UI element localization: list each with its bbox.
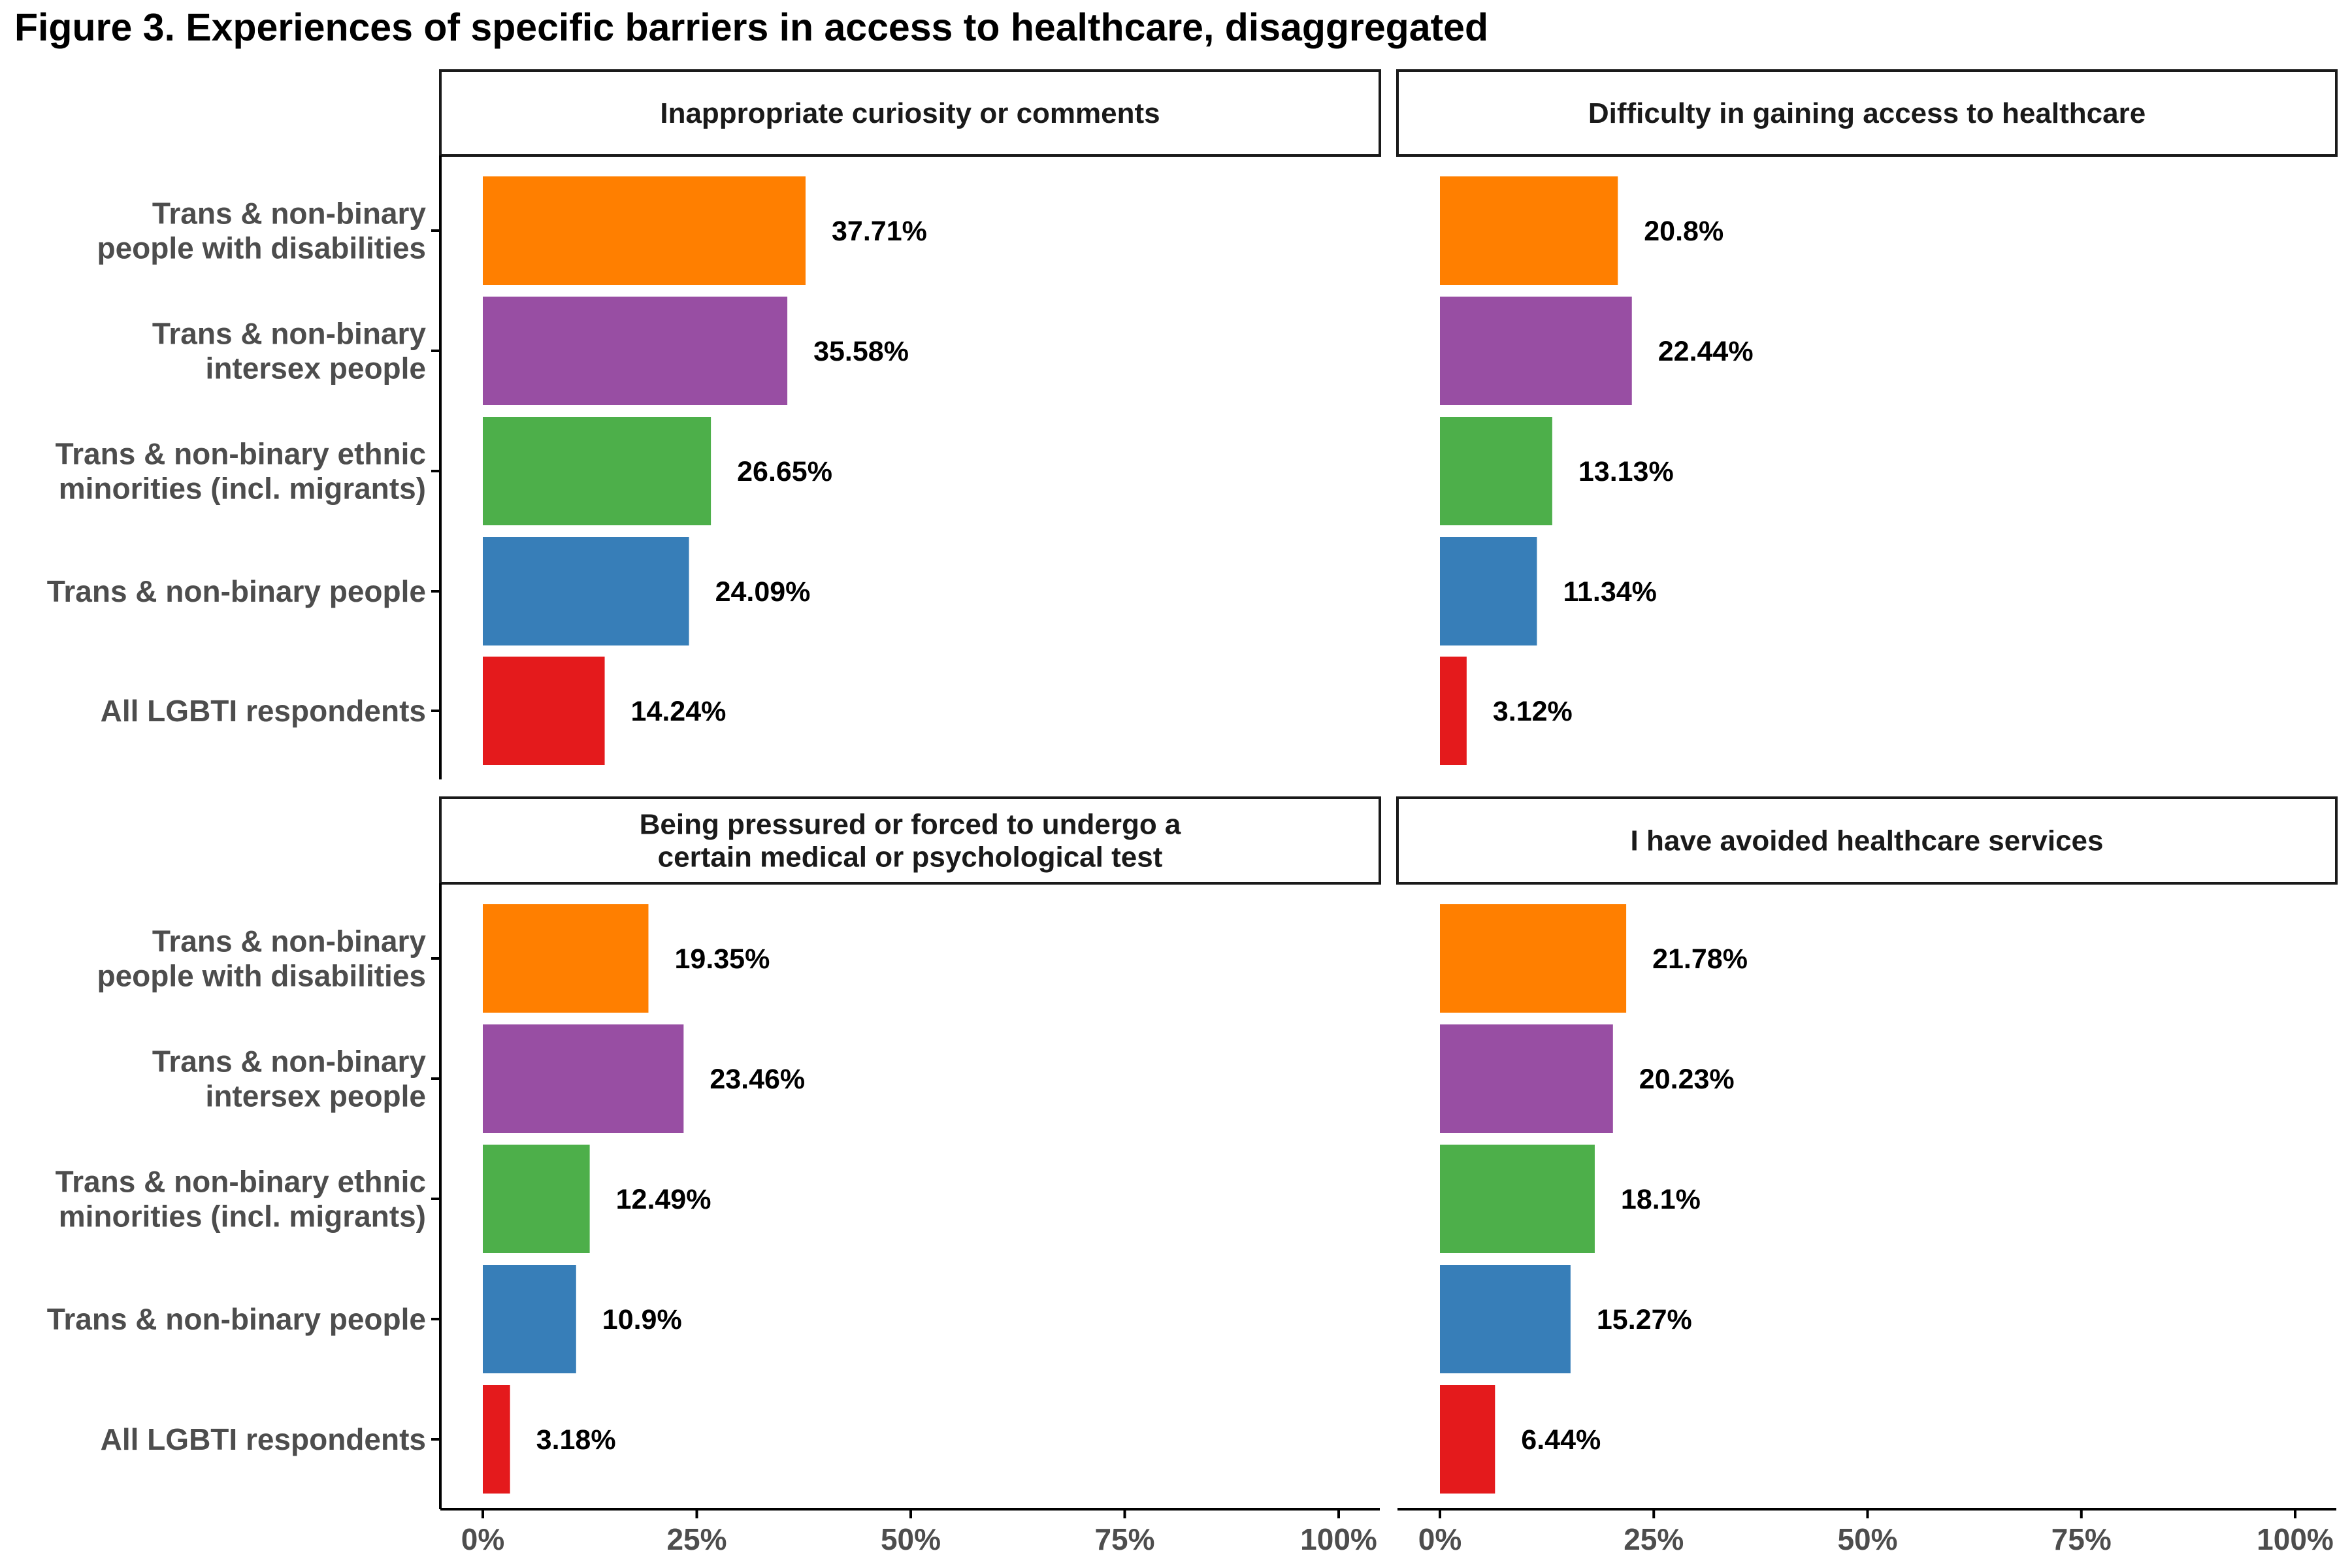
facet-strip — [1396, 69, 2338, 157]
bar — [1440, 1024, 1613, 1133]
bar — [483, 1265, 576, 1373]
bar — [483, 904, 649, 1013]
bar — [483, 176, 806, 285]
value-label: 3.18% — [536, 1424, 616, 1456]
value-label: 22.44% — [1658, 336, 1754, 367]
bar — [483, 297, 788, 405]
x-tick-label: 100% — [2257, 1522, 2334, 1556]
value-label: 26.65% — [737, 456, 832, 487]
bar — [1440, 297, 1632, 405]
x-tick-label: 25% — [666, 1522, 727, 1556]
facet-strip — [439, 796, 1381, 885]
x-tick-label: 50% — [1837, 1522, 1897, 1556]
x-tick-label: 75% — [1094, 1522, 1154, 1556]
bar — [1440, 417, 1552, 525]
value-label: 35.58% — [813, 336, 909, 367]
category-label: Trans & non-binary people — [47, 1302, 426, 1336]
bar — [483, 417, 711, 525]
bar — [483, 537, 689, 645]
x-tick-label: 0% — [461, 1522, 504, 1556]
figure-title: Figure 3. Experiences of specific barrie… — [14, 6, 1489, 49]
bar — [1440, 904, 1627, 1013]
x-tick-label: 25% — [1624, 1522, 1684, 1556]
value-label: 37.71% — [832, 216, 927, 247]
bar — [483, 1024, 684, 1133]
value-label: 20.8% — [1644, 216, 1723, 247]
bar — [1440, 1145, 1595, 1253]
facet-title: I have avoided healthcare services — [1631, 825, 2104, 857]
value-label: 11.34% — [1563, 576, 1656, 608]
category-label: Trans & non-binary intersex people — [152, 317, 427, 385]
value-label: 13.13% — [1578, 456, 1674, 487]
category-label: Trans & non-binary intersex people — [152, 1045, 427, 1113]
bar — [1440, 1385, 1495, 1494]
value-label: 23.46% — [710, 1064, 805, 1095]
facet-title: Being pressured or forced to undergo a ce… — [640, 809, 1181, 874]
facet-strip — [439, 69, 1381, 157]
category-label: All LGBTI respondents — [101, 1422, 426, 1456]
category-label: Trans & non-binary ethnic minorities (inc… — [56, 437, 426, 506]
x-tick-label: 75% — [2051, 1522, 2112, 1556]
category-label: Trans & non-binary people — [47, 574, 426, 608]
value-label: 10.9% — [602, 1304, 682, 1335]
value-label: 6.44% — [1521, 1424, 1601, 1456]
category-label: Trans & non-binary people with disabiliti… — [97, 924, 426, 993]
bar — [1440, 176, 1618, 285]
category-label: Trans & non-binary people with disabiliti… — [97, 197, 426, 265]
bar — [483, 657, 605, 765]
value-label: 12.49% — [616, 1184, 711, 1215]
bar — [483, 1385, 510, 1494]
value-label: 21.78% — [1652, 943, 1748, 975]
value-label: 15.27% — [1597, 1304, 1692, 1335]
bar — [1440, 657, 1467, 765]
bar — [1440, 537, 1537, 645]
value-label: 14.24% — [631, 696, 727, 727]
bar — [483, 1145, 590, 1253]
category-label: All LGBTI respondents — [101, 694, 426, 728]
value-label: 18.1% — [1621, 1184, 1701, 1215]
facet-strip — [1396, 796, 2338, 885]
x-tick-label: 100% — [1300, 1522, 1377, 1556]
facet-title: Difficulty in gaining access to healthca… — [1588, 97, 2146, 129]
x-tick-label: 0% — [1418, 1522, 1462, 1556]
value-label: 20.23% — [1639, 1064, 1735, 1095]
category-label: Trans & non-binary ethnic minorities (inc… — [56, 1165, 426, 1233]
x-tick-label: 50% — [881, 1522, 941, 1556]
bar — [1440, 1265, 1571, 1373]
value-label: 3.12% — [1493, 696, 1573, 727]
facet-title: Inappropriate curiosity or comments — [660, 97, 1160, 129]
value-label: 19.35% — [674, 943, 770, 975]
value-label: 24.09% — [715, 576, 811, 608]
